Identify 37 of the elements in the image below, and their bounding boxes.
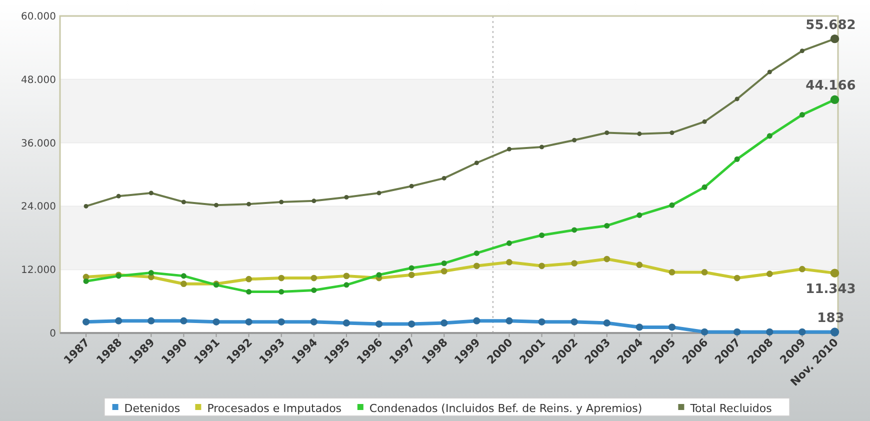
legend-label: Total Recluidos — [689, 402, 772, 415]
point — [767, 70, 772, 74]
point — [312, 198, 316, 204]
point — [148, 190, 154, 196]
data-label: 55.682 — [806, 18, 856, 33]
y-tick-label: 24.000 — [21, 202, 56, 213]
point — [409, 184, 414, 188]
point — [376, 190, 382, 196]
legend-label: Condenados (Incluidos Bef. de Reins. y Apremios) — [369, 402, 642, 415]
point — [84, 204, 88, 208]
point — [670, 130, 674, 136]
y-tick-label: 12.000 — [21, 265, 56, 276]
point — [800, 48, 804, 54]
point — [702, 119, 707, 124]
point — [572, 138, 577, 142]
y-tick-label: 0 — [50, 328, 56, 340]
point — [506, 146, 512, 152]
y-tick-label: 36.000 — [21, 138, 56, 150]
point — [116, 194, 121, 198]
point — [214, 202, 219, 208]
point — [604, 130, 610, 136]
point — [442, 176, 446, 180]
point — [474, 160, 479, 166]
point — [344, 194, 349, 200]
data-label: 11.343 — [806, 282, 856, 298]
legend-label: Procesados e Imputados — [207, 402, 342, 415]
point — [181, 200, 186, 204]
point — [279, 200, 284, 204]
data-label: 44.166 — [806, 78, 856, 94]
y-tick-label: 60.000 — [21, 12, 56, 22]
point — [246, 202, 252, 206]
legend-label: Detenidos — [124, 402, 180, 415]
y-tick-label: 48.000 — [21, 74, 56, 86]
point — [540, 144, 544, 150]
data-label: 183 — [817, 311, 844, 326]
point — [637, 132, 642, 136]
point — [734, 96, 740, 102]
